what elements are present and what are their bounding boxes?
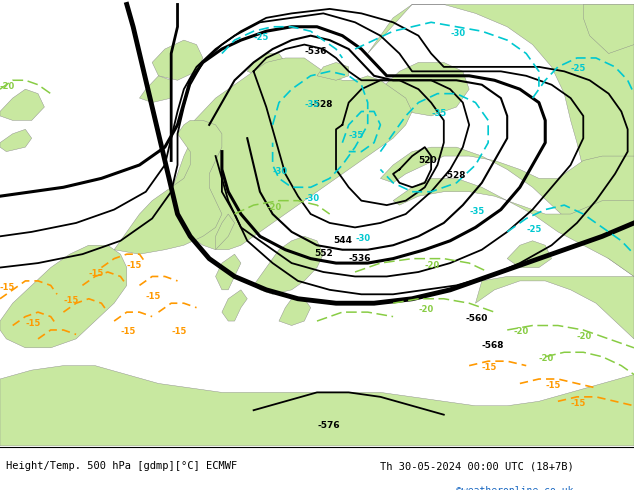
Polygon shape <box>476 276 634 339</box>
Text: -30: -30 <box>450 29 465 38</box>
Polygon shape <box>583 4 634 53</box>
Polygon shape <box>380 147 634 276</box>
Text: -20: -20 <box>266 202 281 212</box>
Text: -568: -568 <box>482 341 504 350</box>
Text: -20: -20 <box>577 332 592 341</box>
Text: 520: 520 <box>418 156 437 165</box>
Text: -35: -35 <box>304 100 320 109</box>
Polygon shape <box>0 89 44 121</box>
Polygon shape <box>0 245 127 348</box>
Text: -25: -25 <box>526 225 541 234</box>
Polygon shape <box>222 290 247 321</box>
Text: -25: -25 <box>254 33 269 42</box>
Text: -15: -15 <box>120 327 136 337</box>
Text: Th 30-05-2024 00:00 UTC (18+7B): Th 30-05-2024 00:00 UTC (18+7B) <box>380 462 574 471</box>
Polygon shape <box>216 214 235 250</box>
Text: -15: -15 <box>545 381 560 390</box>
Text: -30: -30 <box>355 234 370 243</box>
Polygon shape <box>0 129 32 151</box>
Text: -15: -15 <box>25 318 41 327</box>
Text: ©weatheronline.co.uk: ©weatheronline.co.uk <box>456 486 574 490</box>
Text: -20: -20 <box>539 354 554 363</box>
Text: -15: -15 <box>146 292 161 301</box>
Text: 544: 544 <box>333 236 352 245</box>
Text: -20: -20 <box>0 82 15 91</box>
Polygon shape <box>254 236 323 294</box>
Text: -15: -15 <box>63 296 79 305</box>
Polygon shape <box>171 58 412 250</box>
Polygon shape <box>380 62 469 116</box>
Text: -576: -576 <box>317 421 340 430</box>
Polygon shape <box>216 254 241 290</box>
Text: -536: -536 <box>349 254 371 263</box>
Text: -20: -20 <box>425 261 440 270</box>
Text: -15: -15 <box>127 261 142 270</box>
Text: Height/Temp. 500 hPa [gdmp][°C] ECMWF: Height/Temp. 500 hPa [gdmp][°C] ECMWF <box>6 462 238 471</box>
Polygon shape <box>317 62 349 80</box>
Text: -15: -15 <box>0 283 15 292</box>
Text: -15: -15 <box>171 327 186 337</box>
Text: -528: -528 <box>444 172 466 180</box>
Text: -35: -35 <box>469 207 484 216</box>
Polygon shape <box>368 4 634 276</box>
Text: 552: 552 <box>314 249 333 258</box>
Polygon shape <box>139 76 171 102</box>
Text: -30: -30 <box>304 194 320 203</box>
Text: -25: -25 <box>571 64 586 74</box>
Polygon shape <box>247 53 285 76</box>
Polygon shape <box>152 40 203 80</box>
Text: -30: -30 <box>273 167 288 176</box>
Polygon shape <box>279 299 311 325</box>
Text: -536: -536 <box>304 47 327 55</box>
Text: -20: -20 <box>514 327 529 337</box>
Polygon shape <box>114 121 222 254</box>
Text: -15: -15 <box>89 270 104 278</box>
Polygon shape <box>507 241 552 268</box>
Text: -35: -35 <box>349 131 364 140</box>
Text: -528: -528 <box>311 100 333 109</box>
Text: -35: -35 <box>431 109 446 118</box>
Polygon shape <box>0 366 634 446</box>
Text: -560: -560 <box>466 314 488 323</box>
Polygon shape <box>393 178 634 276</box>
Text: -20: -20 <box>418 305 434 314</box>
Text: -15: -15 <box>482 363 497 372</box>
Text: -15: -15 <box>571 399 586 408</box>
